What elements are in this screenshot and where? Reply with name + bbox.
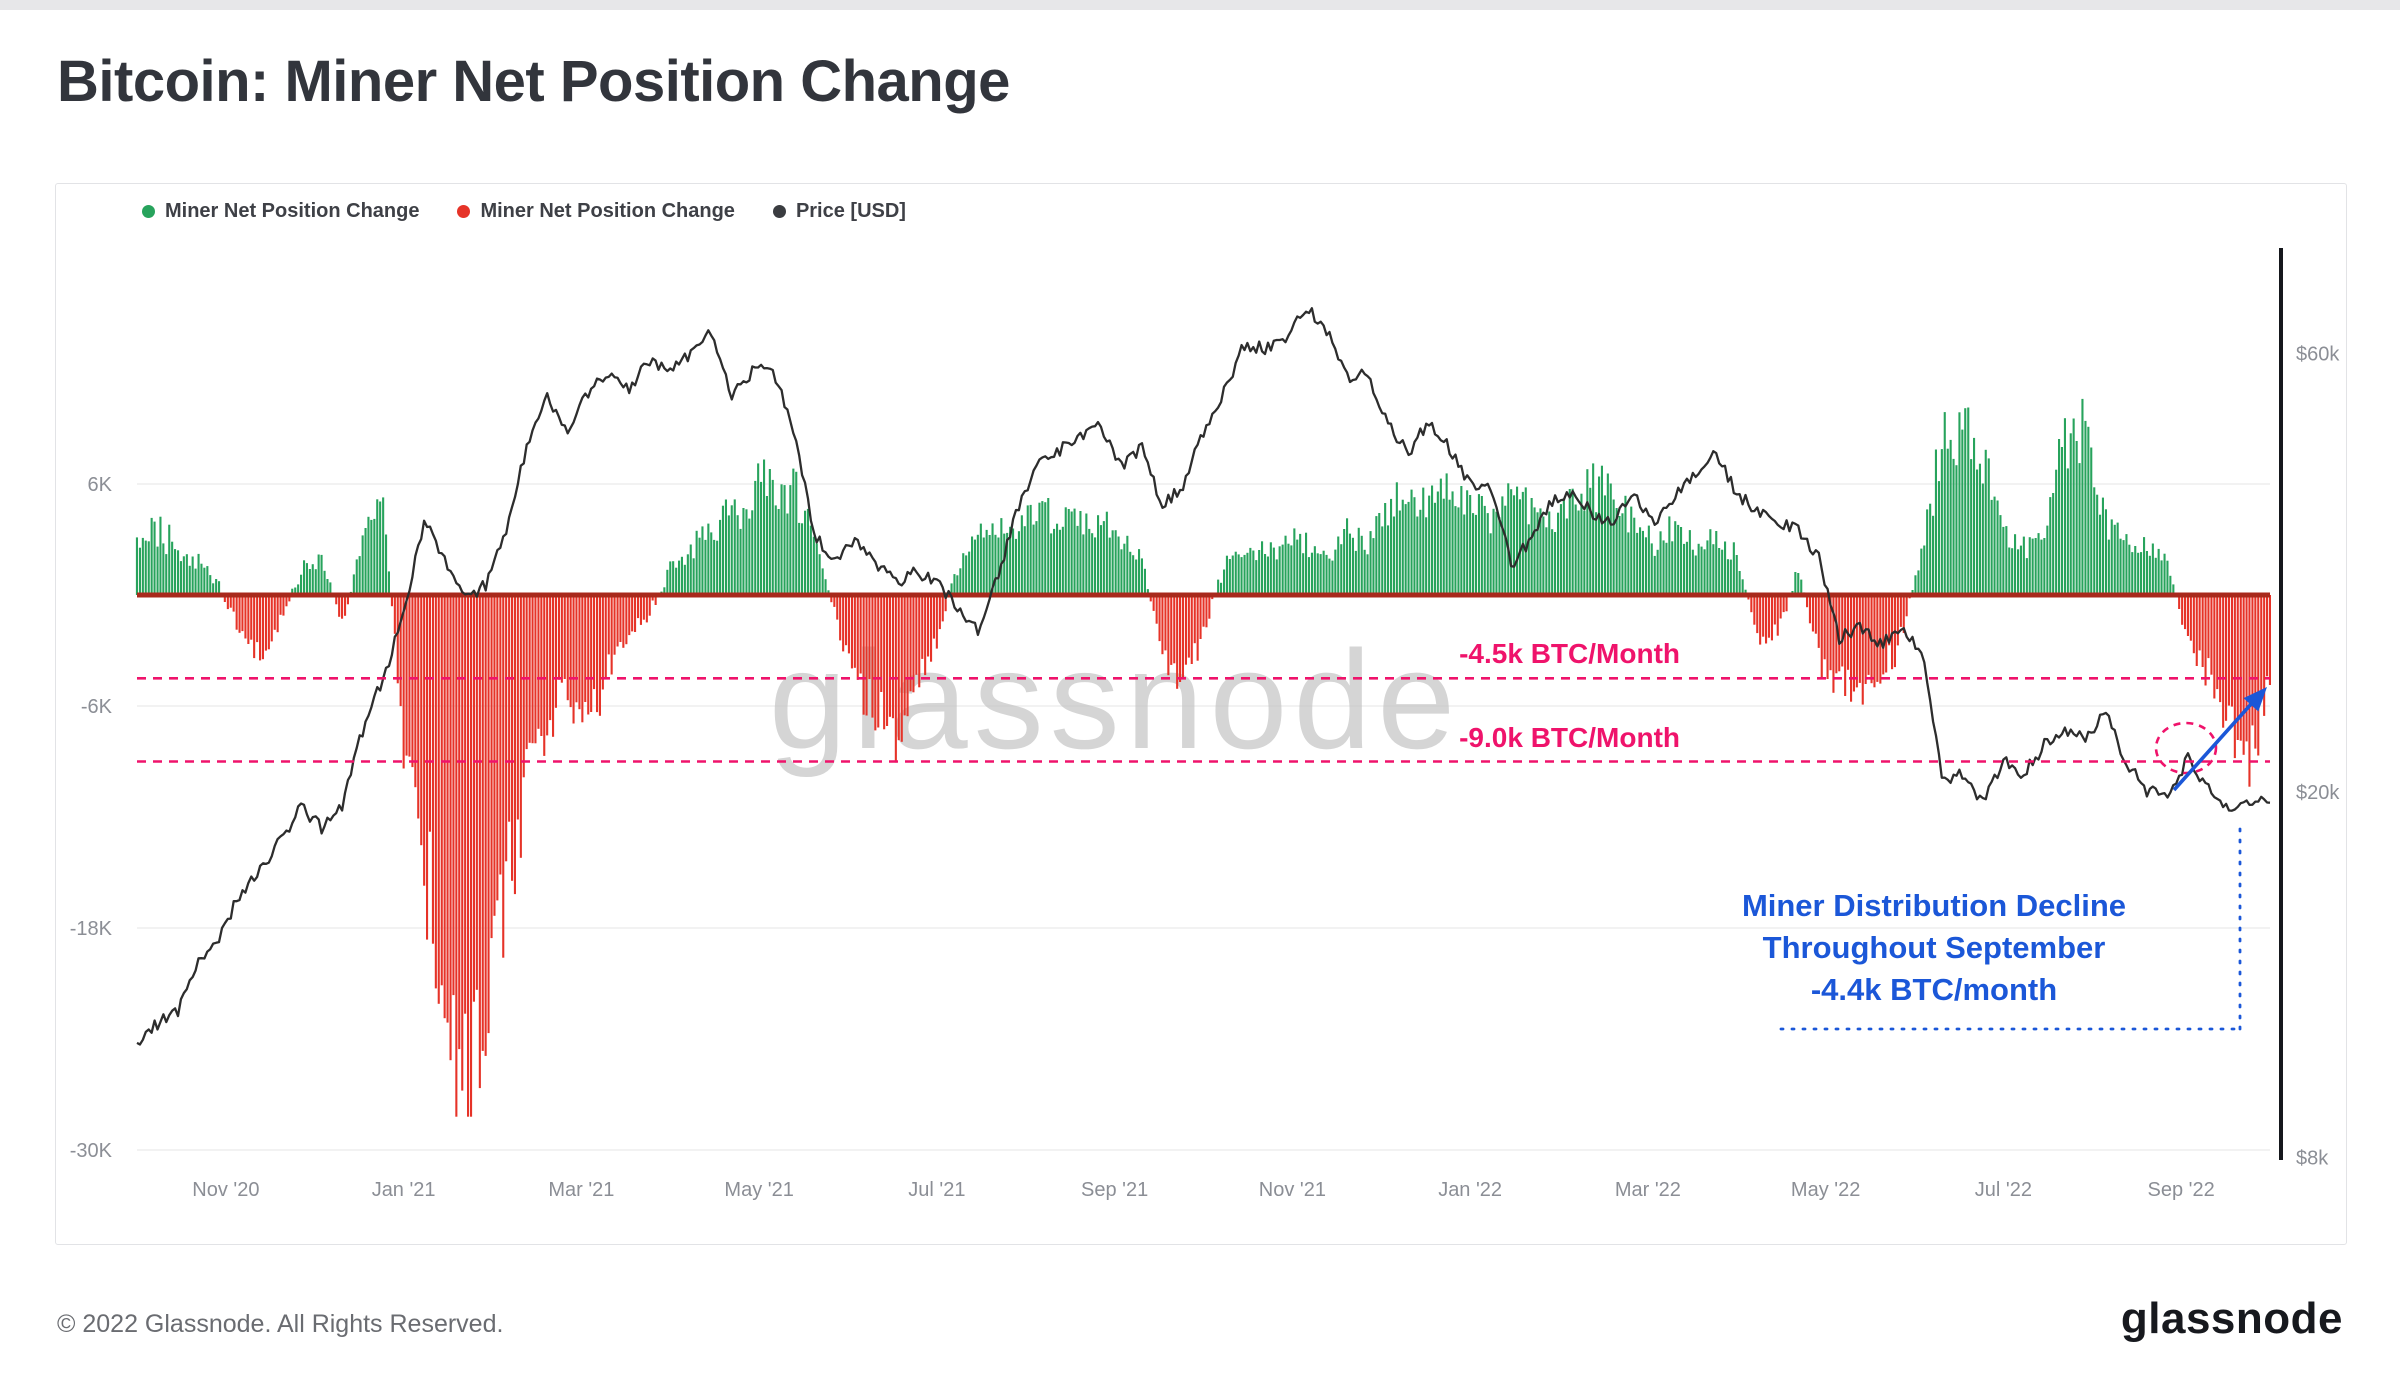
y-axis-right-label: $60k: [2296, 344, 2340, 366]
x-axis-label: May '22: [1791, 1179, 1860, 1201]
annotation-4-5k-label: -4.5k BTC/Month: [1459, 638, 1680, 669]
trend-arrow-line: [2172, 691, 2263, 792]
y-axis-right-label: $20k: [2296, 782, 2340, 804]
x-axis-label: Nov '20: [192, 1179, 259, 1201]
y-axis-left-label: -30K: [70, 1140, 113, 1162]
price-line: [136, 307, 2271, 1046]
threshold-dashed-lines: [137, 676, 2270, 763]
y-axis-left-label: 6K: [88, 474, 113, 496]
legend-item-price[interactable]: Price [USD]: [772, 200, 906, 223]
top-border: [0, 0, 2400, 10]
chart-card: [55, 183, 2347, 1245]
x-axis-label: Nov '21: [1259, 1179, 1326, 1201]
callout-line-3: -4.4k BTC/month: [1811, 972, 2057, 1007]
x-axis-label: Jan '22: [1438, 1179, 1502, 1201]
axis-labels: 6K -6K -18K -30K $60k $20k $8k Nov '20 Jan '21 Ma…: [70, 344, 2341, 1201]
legend-label: Miner Net Position Change: [480, 200, 735, 222]
footer-copyright: © 2022 Glassnode. All Rights Reserved.: [57, 1310, 504, 1338]
x-axis-label: Mar '21: [548, 1179, 614, 1201]
legend-dot-red: [457, 205, 471, 218]
x-axis-label: Jan '21: [372, 1179, 436, 1201]
glassnode-logo: glassnode: [2120, 1294, 2343, 1343]
y-axis-right-label: $8k: [2296, 1148, 2329, 1170]
miner-net-position-bars: [135, 398, 2271, 1117]
x-axis-label: Sep '21: [1081, 1179, 1148, 1201]
highlight-ellipse: [2154, 721, 2218, 775]
legend-dot-green: [142, 205, 155, 218]
x-axis-label: Sep '22: [2148, 1179, 2215, 1201]
x-axis-label: Jul '21: [908, 1179, 965, 1201]
x-axis-label: Mar '22: [1615, 1179, 1681, 1201]
y-axis-left-label: -6K: [81, 696, 113, 718]
trend-arrow-head: [2243, 687, 2267, 712]
legend-dot-black: [772, 205, 786, 218]
page-title: Bitcoin: Miner Net Position Change: [57, 49, 1010, 114]
zero-baseline: [137, 592, 2270, 598]
legend-item-mnpc-positive[interactable]: Miner Net Position Change: [142, 200, 419, 223]
legend-label: Miner Net Position Change: [165, 200, 420, 222]
legend-label: Price [USD]: [795, 200, 906, 222]
legend-item-mnpc-negative[interactable]: Miner Net Position Change: [457, 200, 735, 223]
x-axis-label: Jul '22: [1975, 1179, 2032, 1201]
y-axis-left-label: -18K: [70, 918, 113, 940]
callout-line-1: Miner Distribution Decline: [1742, 888, 2126, 923]
x-axis-label: May '21: [724, 1179, 793, 1201]
callout-line-2: Throughout September: [1763, 930, 2106, 965]
chart-legend: Miner Net Position Change Miner Net Posi…: [142, 200, 906, 223]
annotation-9k-label: -9.0k BTC/Month: [1459, 722, 1680, 753]
